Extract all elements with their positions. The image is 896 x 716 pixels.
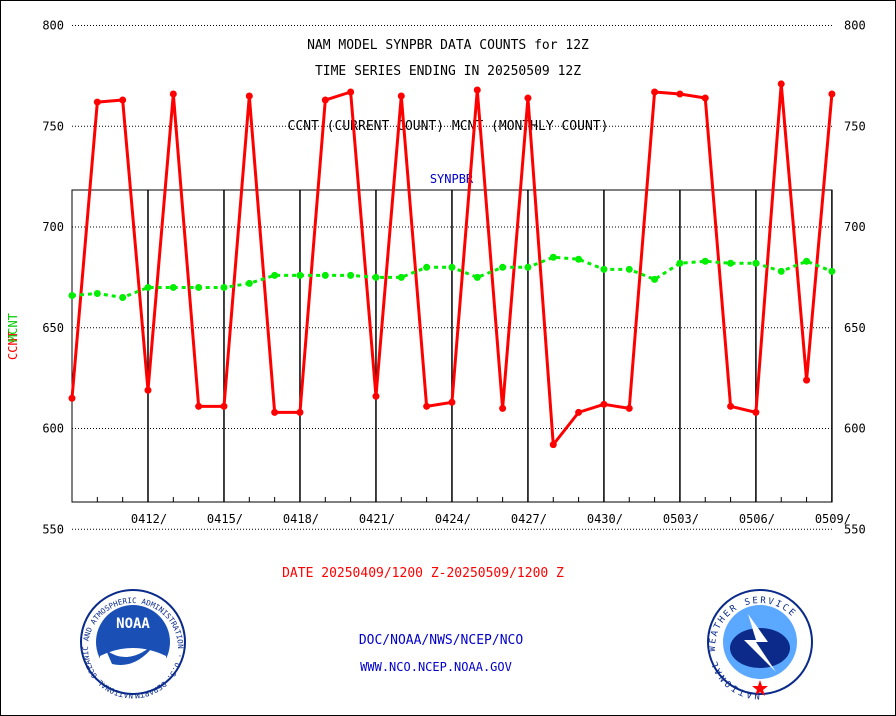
data-point-ccnt (144, 386, 152, 394)
y-tick-label-right: 700 (844, 220, 866, 234)
x-tick-label: 0509/ (815, 512, 851, 526)
x-tick-label: 0503/ (663, 512, 699, 526)
data-point-mcnt (169, 283, 177, 291)
data-point-mcnt (372, 273, 380, 281)
data-point-ccnt (68, 394, 76, 402)
y-tick-label-left: 550 (42, 522, 64, 536)
y-tick-label-left: 750 (42, 119, 64, 133)
x-tick-label: 0415/ (207, 512, 243, 526)
data-point-mcnt (625, 265, 633, 273)
x-tick-label: 0424/ (435, 512, 471, 526)
data-point-mcnt (600, 265, 608, 273)
y-tick-label-right: 800 (844, 19, 866, 33)
data-point-mcnt (448, 263, 456, 271)
data-point-mcnt (651, 275, 659, 283)
y-tick-label-left: 650 (42, 321, 64, 335)
data-point-ccnt (752, 408, 760, 416)
y-tick-label-right: 550 (844, 522, 866, 536)
chart-title-line1: NAM MODEL SYNPBR DATA COUNTS for 12Z (307, 38, 589, 53)
data-point-ccnt (777, 80, 785, 88)
data-point-mcnt (524, 263, 532, 271)
data-point-mcnt (144, 283, 152, 291)
data-point-ccnt (321, 96, 329, 104)
data-point-mcnt (423, 263, 431, 271)
data-point-mcnt (499, 263, 507, 271)
data-point-ccnt (676, 90, 684, 98)
x-tick-label: 0421/ (359, 512, 395, 526)
y-tick-label-left: 700 (42, 220, 64, 234)
data-point-ccnt (296, 408, 304, 416)
data-point-ccnt (245, 92, 253, 100)
data-point-ccnt (701, 94, 709, 102)
data-point-ccnt (499, 404, 507, 412)
data-point-mcnt (777, 267, 785, 275)
footer-org: DOC/NOAA/NWS/NCEP/NCO (358, 633, 524, 648)
y-tick-label-left: 600 (42, 422, 64, 436)
data-point-ccnt (524, 94, 532, 102)
data-point-ccnt (448, 398, 456, 406)
data-point-mcnt (727, 259, 735, 267)
data-point-mcnt (676, 259, 684, 267)
data-point-mcnt (828, 267, 836, 275)
data-point-mcnt (93, 289, 101, 297)
data-point-ccnt (549, 441, 557, 449)
footer-url[interactable]: WWW.NCO.NCEP.NOAA.GOV (360, 660, 512, 674)
data-point-ccnt (803, 376, 811, 384)
x-tick-label: 0418/ (283, 512, 319, 526)
x-axis-date-range: DATE 20250409/1200 Z-20250509/1200 Z (282, 566, 564, 581)
data-point-mcnt (473, 273, 481, 281)
data-point-mcnt (195, 283, 203, 291)
data-point-ccnt (347, 88, 355, 96)
data-point-mcnt (575, 255, 583, 263)
data-point-ccnt (397, 92, 405, 100)
data-point-mcnt (397, 273, 405, 281)
x-tick-label: 0412/ (131, 512, 167, 526)
data-point-ccnt (651, 88, 659, 96)
data-point-mcnt (271, 271, 279, 279)
data-point-ccnt (828, 90, 836, 98)
chart-title-line2: TIME SERIES ENDING IN 20250509 12Z (314, 64, 582, 79)
data-point-ccnt (473, 86, 481, 94)
data-point-mcnt (119, 294, 127, 302)
x-tick-label: 0506/ (739, 512, 775, 526)
data-point-ccnt (372, 392, 380, 400)
data-point-mcnt (803, 257, 811, 265)
data-point-ccnt (119, 96, 127, 104)
data-point-mcnt (752, 259, 760, 267)
data-point-mcnt (220, 283, 228, 291)
data-point-ccnt (220, 402, 228, 410)
data-point-ccnt (93, 98, 101, 106)
y-tick-label-right: 600 (844, 422, 866, 436)
data-point-mcnt (296, 271, 304, 279)
data-point-ccnt (271, 408, 279, 416)
data-point-ccnt (423, 402, 431, 410)
data-point-mcnt (701, 257, 709, 265)
panel-title: SYNPBR (429, 172, 474, 186)
data-point-ccnt (195, 402, 203, 410)
data-point-ccnt (575, 408, 583, 416)
y-tick-label-right: 750 (844, 119, 866, 133)
x-tick-label: 0430/ (587, 512, 623, 526)
data-point-mcnt (347, 271, 355, 279)
data-point-ccnt (625, 404, 633, 412)
y-tick-label-right: 650 (844, 321, 866, 335)
data-point-mcnt (321, 271, 329, 279)
data-point-ccnt (169, 90, 177, 98)
data-point-mcnt (549, 253, 557, 261)
data-point-mcnt (68, 292, 76, 300)
data-point-ccnt (600, 400, 608, 408)
x-tick-label: 0427/ (511, 512, 547, 526)
y-tick-label-left: 800 (42, 19, 64, 33)
data-point-mcnt (245, 279, 253, 287)
data-point-ccnt (727, 402, 735, 410)
